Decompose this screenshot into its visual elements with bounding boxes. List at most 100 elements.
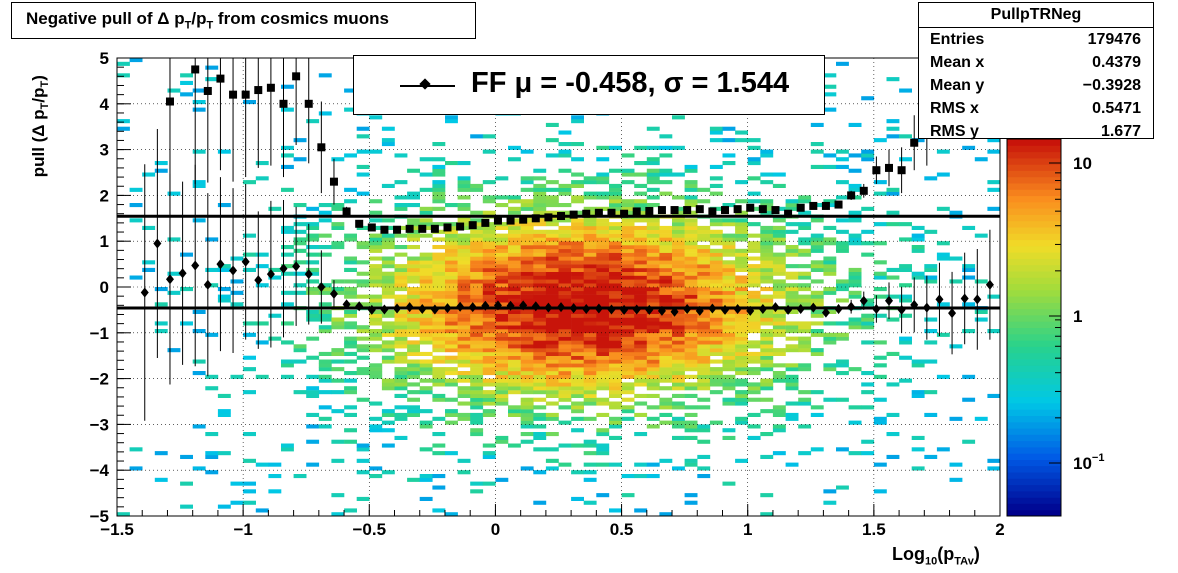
heatmap-cell	[331, 279, 345, 284]
heatmap-cell	[407, 412, 420, 417]
heatmap-cell	[684, 363, 698, 368]
heatmap-cell	[861, 325, 875, 330]
heatmap-cell	[596, 363, 610, 368]
heatmap-cell	[508, 298, 521, 303]
heatmap-cell	[974, 416, 988, 421]
heatmap-cell	[609, 287, 622, 292]
heatmap-cell	[621, 218, 635, 223]
heatmap-cell	[823, 500, 837, 505]
heatmap-cell	[646, 332, 660, 337]
heatmap-cell	[659, 359, 673, 364]
heatmap-cell	[596, 180, 610, 185]
heatmap-cell	[583, 321, 597, 326]
heatmap-cell	[798, 283, 812, 288]
heatmap-cell	[709, 279, 723, 284]
heatmap-cell	[495, 351, 509, 356]
heatmap-cell	[672, 359, 685, 364]
heatmap-cell	[684, 458, 698, 463]
heatmap-cell	[672, 435, 685, 440]
heatmap-cell	[646, 329, 660, 334]
heatmap-cell	[760, 225, 774, 230]
heatmap-cell	[659, 317, 673, 322]
heatmap-cell	[772, 317, 786, 322]
heatmap-cell	[936, 252, 950, 257]
heatmap-cell	[609, 271, 622, 276]
heatmap-cell	[495, 435, 509, 440]
heatmap-cell	[899, 313, 912, 318]
heatmap-cell	[470, 245, 484, 250]
heatmap-cell	[848, 241, 862, 246]
heatmap-cell	[735, 325, 748, 330]
heatmap-cell	[659, 332, 673, 337]
heatmap-cell	[583, 348, 597, 353]
heatmap-cell	[646, 187, 660, 192]
heatmap-cell	[974, 233, 988, 238]
heatmap-cell	[709, 248, 723, 253]
heatmap-cell	[457, 233, 471, 238]
mean-point	[935, 294, 944, 305]
heatmap-cell	[457, 344, 471, 349]
heatmap-cell	[558, 397, 572, 402]
heatmap-cell	[621, 248, 635, 253]
heatmap-cell	[583, 367, 597, 372]
rms-point	[809, 201, 818, 210]
heatmap-cell	[482, 317, 496, 322]
heatmap-cell	[533, 325, 547, 330]
heatmap-cell	[508, 225, 521, 230]
heatmap-cell	[533, 229, 547, 234]
heatmap-cell	[545, 355, 559, 360]
palette-band	[1007, 472, 1061, 479]
heatmap-cell	[482, 336, 496, 341]
heatmap-cell	[785, 382, 799, 387]
heatmap-cell	[243, 100, 256, 105]
heatmap-cell	[306, 245, 320, 250]
heatmap-cell	[583, 298, 597, 303]
heatmap-cell	[836, 157, 849, 162]
heatmap-cell	[470, 256, 484, 261]
heatmap-cell	[861, 298, 875, 303]
heatmap-cell	[722, 348, 736, 353]
heatmap-cell	[634, 401, 648, 406]
heatmap-cell	[344, 187, 357, 192]
heatmap-cell	[672, 336, 685, 341]
heatmap-cell	[684, 344, 698, 349]
heatmap-cell	[482, 229, 496, 234]
heatmap-cell	[331, 378, 345, 383]
heatmap-cell	[381, 443, 395, 448]
heatmap-cell	[697, 248, 711, 253]
heatmap-cell	[646, 241, 660, 246]
heatmap-cell	[306, 390, 320, 395]
heatmap-cell	[621, 271, 635, 276]
heatmap-cell	[470, 351, 484, 356]
heatmap-cell	[457, 325, 471, 330]
heatmap-cell	[583, 252, 597, 257]
heatmap-cell	[735, 355, 748, 360]
heatmap-cell	[785, 329, 799, 334]
heatmap-cell	[508, 195, 521, 200]
heatmap-cell	[356, 443, 370, 448]
heatmap-cell	[583, 401, 597, 406]
heatmap-cell	[596, 218, 610, 223]
heatmap-cell	[684, 355, 698, 360]
heatmap-cell	[886, 267, 900, 272]
heatmap-cell	[747, 344, 761, 349]
mean-point	[191, 260, 200, 271]
heatmap-cell	[571, 225, 584, 230]
heatmap-cell	[747, 145, 761, 150]
heatmap-cell	[735, 416, 748, 421]
rms-point	[493, 216, 502, 225]
heatmap-cell	[508, 351, 521, 356]
rms-point	[897, 166, 906, 175]
heatmap-cell	[407, 409, 420, 414]
heatmap-cell	[495, 256, 509, 261]
heatmap-cell	[861, 241, 875, 246]
heatmap-cell	[609, 225, 622, 230]
heatmap-cell	[558, 275, 572, 280]
rms-point	[784, 209, 793, 218]
heatmap-cell	[445, 260, 458, 265]
heatmap-cell	[697, 454, 711, 459]
stats-key: Mean x	[930, 54, 985, 71]
heatmap-cell	[735, 332, 748, 337]
heatmap-cell	[419, 287, 433, 292]
heatmap-cell	[369, 271, 383, 276]
